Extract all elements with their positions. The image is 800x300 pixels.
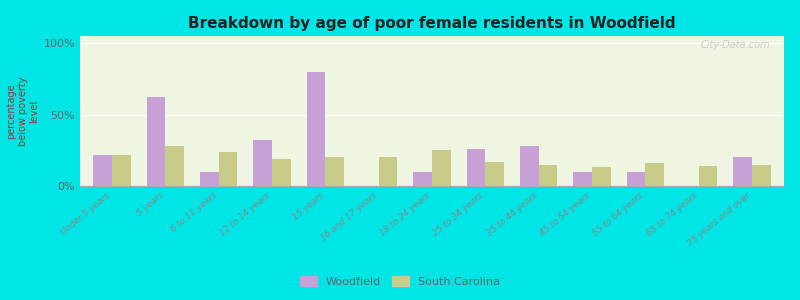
Bar (466, 149, 486, 186)
Bar (146, 98, 166, 186)
Bar (626, 172, 646, 186)
Bar (200, 172, 218, 186)
Bar (326, 158, 344, 186)
Bar (378, 158, 398, 186)
Bar (592, 167, 610, 186)
Bar (574, 172, 592, 186)
Bar (752, 165, 770, 186)
Bar (520, 146, 538, 186)
Bar (218, 152, 238, 186)
Bar (538, 165, 558, 186)
Bar (306, 72, 326, 186)
Bar (254, 140, 272, 186)
Bar (112, 154, 130, 186)
Bar (272, 159, 290, 186)
Bar (432, 150, 450, 186)
Bar (698, 166, 718, 186)
Bar (486, 162, 504, 186)
Title: Breakdown by age of poor female residents in Woodfield: Breakdown by age of poor female resident… (188, 16, 676, 31)
Bar (94, 154, 112, 186)
Bar (166, 146, 184, 186)
Bar (646, 163, 664, 186)
Bar (414, 172, 432, 186)
Legend: Woodfield, South Carolina: Woodfield, South Carolina (296, 272, 504, 291)
Bar (734, 158, 752, 186)
Y-axis label: percentage
below poverty
level: percentage below poverty level (6, 76, 39, 146)
Text: City-Data.com: City-Data.com (700, 40, 770, 50)
